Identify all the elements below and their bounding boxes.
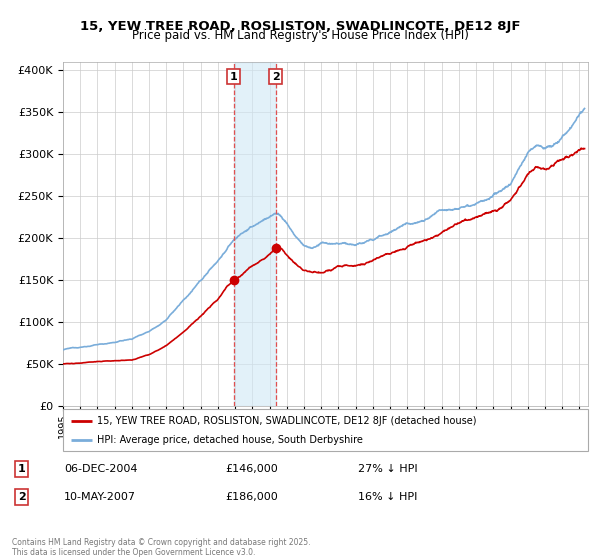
- Text: 06-DEC-2004: 06-DEC-2004: [64, 464, 137, 474]
- Text: 2: 2: [272, 72, 280, 82]
- Text: 2: 2: [18, 492, 26, 502]
- Text: 27% ↓ HPI: 27% ↓ HPI: [358, 464, 417, 474]
- Bar: [234, 62, 276, 406]
- Text: Contains HM Land Registry data © Crown copyright and database right 2025.
This d: Contains HM Land Registry data © Crown c…: [12, 538, 311, 557]
- Text: 1: 1: [18, 464, 26, 474]
- Text: 10-MAY-2007: 10-MAY-2007: [64, 492, 136, 502]
- FancyBboxPatch shape: [63, 409, 588, 451]
- Text: £146,000: £146,000: [225, 464, 278, 474]
- Text: £186,000: £186,000: [225, 492, 278, 502]
- Text: 15, YEW TREE ROAD, ROSLISTON, SWADLINCOTE, DE12 8JF (detached house): 15, YEW TREE ROAD, ROSLISTON, SWADLINCOT…: [97, 416, 476, 426]
- Text: 16% ↓ HPI: 16% ↓ HPI: [358, 492, 417, 502]
- Text: Price paid vs. HM Land Registry's House Price Index (HPI): Price paid vs. HM Land Registry's House …: [131, 29, 469, 42]
- Text: 15, YEW TREE ROAD, ROSLISTON, SWADLINCOTE, DE12 8JF: 15, YEW TREE ROAD, ROSLISTON, SWADLINCOT…: [80, 20, 520, 32]
- Text: HPI: Average price, detached house, South Derbyshire: HPI: Average price, detached house, Sout…: [97, 435, 363, 445]
- Text: 1: 1: [230, 72, 238, 82]
